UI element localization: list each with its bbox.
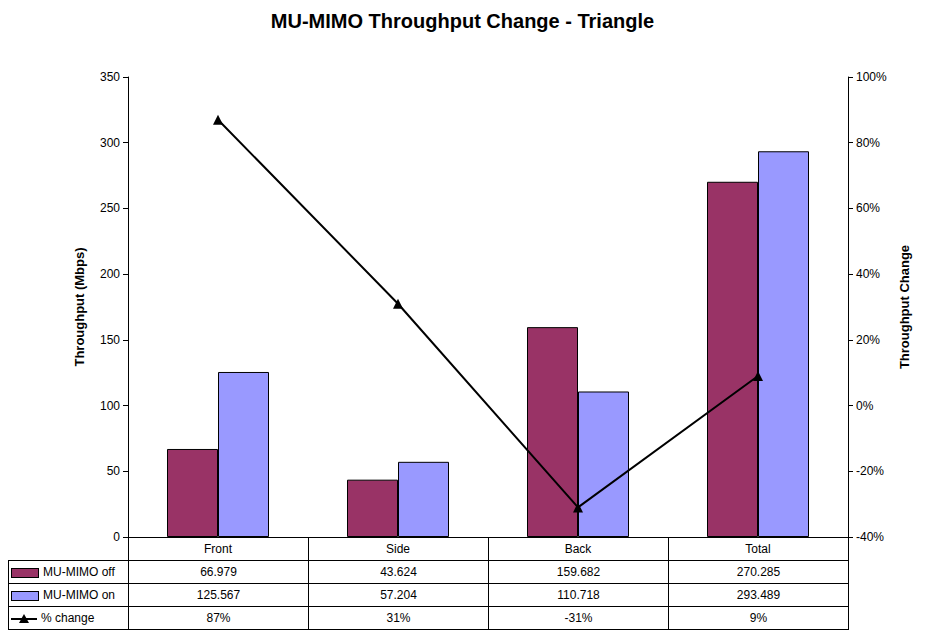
svg-text:100%: 100% (856, 70, 887, 84)
svg-text:150: 150 (100, 333, 120, 347)
svg-text:20%: 20% (856, 333, 880, 347)
html-text:159.682: 159.682 (556, 565, 601, 579)
svg-text:80%: 80% (856, 136, 880, 150)
html-text:43.624: 43.624 (380, 565, 417, 579)
html-text:110.718: 110.718 (557, 588, 600, 602)
html-text:125.567: 125.567 (196, 588, 241, 602)
svg-text:250: 250 (100, 201, 120, 215)
svg-text:300: 300 (100, 136, 120, 150)
html-text:66.979: 66.979 (200, 565, 237, 579)
svg-text:MU-MIMO Throughput Change - Tr: MU-MIMO Throughput Change - Triangle (271, 10, 654, 32)
svg-text:Total: Total (745, 542, 770, 556)
html-text:MU-MIMO off: MU-MIMO off (43, 565, 115, 579)
svg-text:0%: 0% (856, 399, 874, 413)
svg-text:-40%: -40% (856, 530, 884, 544)
svg-text:350: 350 (100, 70, 120, 84)
svg-text:Side: Side (386, 542, 410, 556)
html-text:87%: 87% (206, 611, 231, 625)
svg-text:50: 50 (107, 464, 121, 478)
svg-text:0: 0 (113, 530, 120, 544)
svg-text:-20%: -20% (856, 464, 884, 478)
svg-text:100: 100 (100, 399, 120, 413)
svg-text:40%: 40% (856, 267, 880, 281)
svg-text:200: 200 (100, 267, 120, 281)
html-text:9%: 9% (749, 611, 768, 625)
svg-text:Throughput (Mbps): Throughput (Mbps) (72, 247, 87, 366)
html-text:57.204: 57.204 (380, 588, 417, 602)
svg-text:60%: 60% (856, 201, 880, 215)
html-text:293.489: 293.489 (736, 588, 781, 602)
html-text:270.285: 270.285 (736, 565, 781, 579)
svg-text:Front: Front (204, 542, 233, 556)
html-text:% change: % change (41, 611, 95, 625)
svg-text:Back: Back (565, 542, 593, 556)
html-text:-31%: -31% (564, 611, 593, 625)
html-text:MU-MIMO on: MU-MIMO on (43, 588, 115, 602)
html-text:31%: 31% (386, 611, 411, 625)
svg-text:Throughput Change: Throughput Change (897, 245, 912, 369)
